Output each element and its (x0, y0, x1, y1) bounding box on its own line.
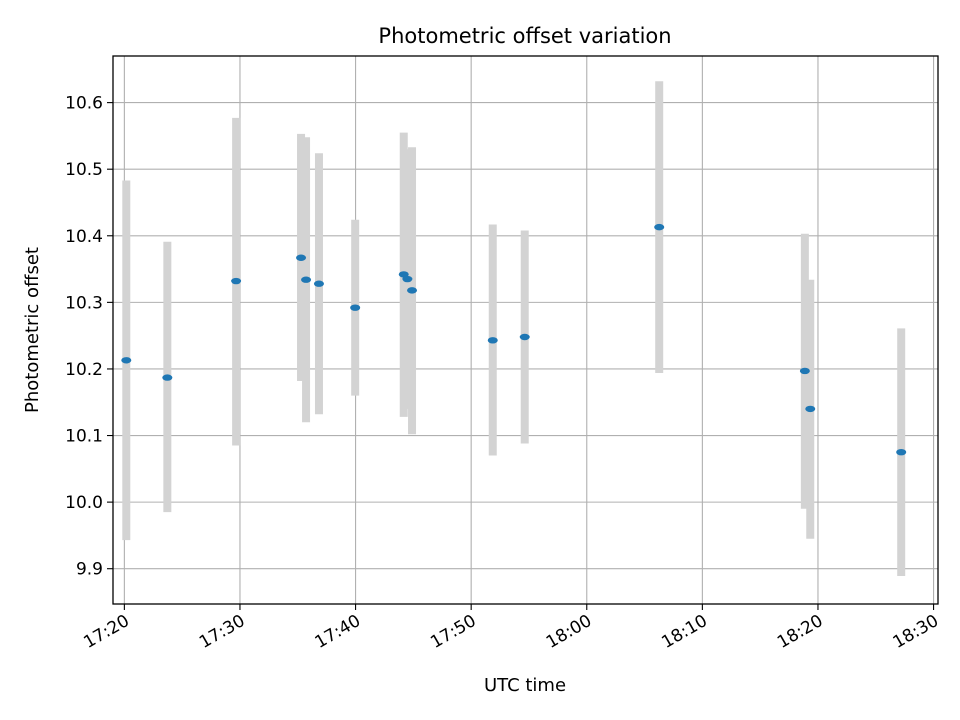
x-axis-label: UTC time (484, 675, 566, 696)
x-tick-label: 18:30 (890, 611, 942, 653)
x-tick-label: 17:50 (427, 611, 479, 653)
data-point (121, 357, 132, 364)
y-tick-label: 10.6 (65, 94, 103, 114)
data-point (350, 304, 361, 311)
y-tick-label: 9.9 (76, 560, 103, 580)
y-tick-label: 10.0 (65, 493, 103, 513)
x-tick-label: 18:10 (658, 611, 710, 653)
data-point (402, 275, 413, 283)
y-tick-label: 10.3 (65, 293, 103, 313)
y-axis-ticks: 9.9 10.0 10.1 10.2 10.3 10.4 10.5 10.6 (65, 94, 113, 580)
data-point (519, 333, 530, 341)
data-point (487, 337, 498, 344)
y-tick-label: 10.1 (65, 427, 103, 447)
y-axis-label: Photometric offset (22, 247, 43, 413)
chart-title: Photometric offset variation (378, 24, 671, 48)
data-point (896, 448, 907, 456)
x-tick-label: 17:30 (196, 611, 248, 653)
data-points (121, 223, 907, 456)
x-tick-label: 17:20 (80, 611, 132, 653)
data-point (805, 405, 816, 413)
data-point (654, 223, 665, 231)
data-point (296, 254, 307, 261)
x-tick-label: 18:20 (774, 611, 826, 653)
data-point (162, 374, 173, 381)
data-point (799, 367, 810, 375)
x-tick-label: 18:00 (543, 611, 595, 653)
x-axis-ticks: 17:20 17:30 17:40 17:50 18:00 18:10 18:20 18:30 (80, 604, 942, 653)
data-point (313, 280, 324, 287)
data-point (301, 276, 312, 283)
plot-frame (112, 55, 939, 605)
x-tick-label: 17:40 (312, 611, 364, 653)
data-point (231, 277, 242, 285)
y-tick-label: 10.4 (65, 227, 103, 247)
y-tick-label: 10.5 (65, 160, 103, 180)
data-point (407, 287, 418, 294)
y-tick-label: 10.2 (65, 360, 103, 380)
